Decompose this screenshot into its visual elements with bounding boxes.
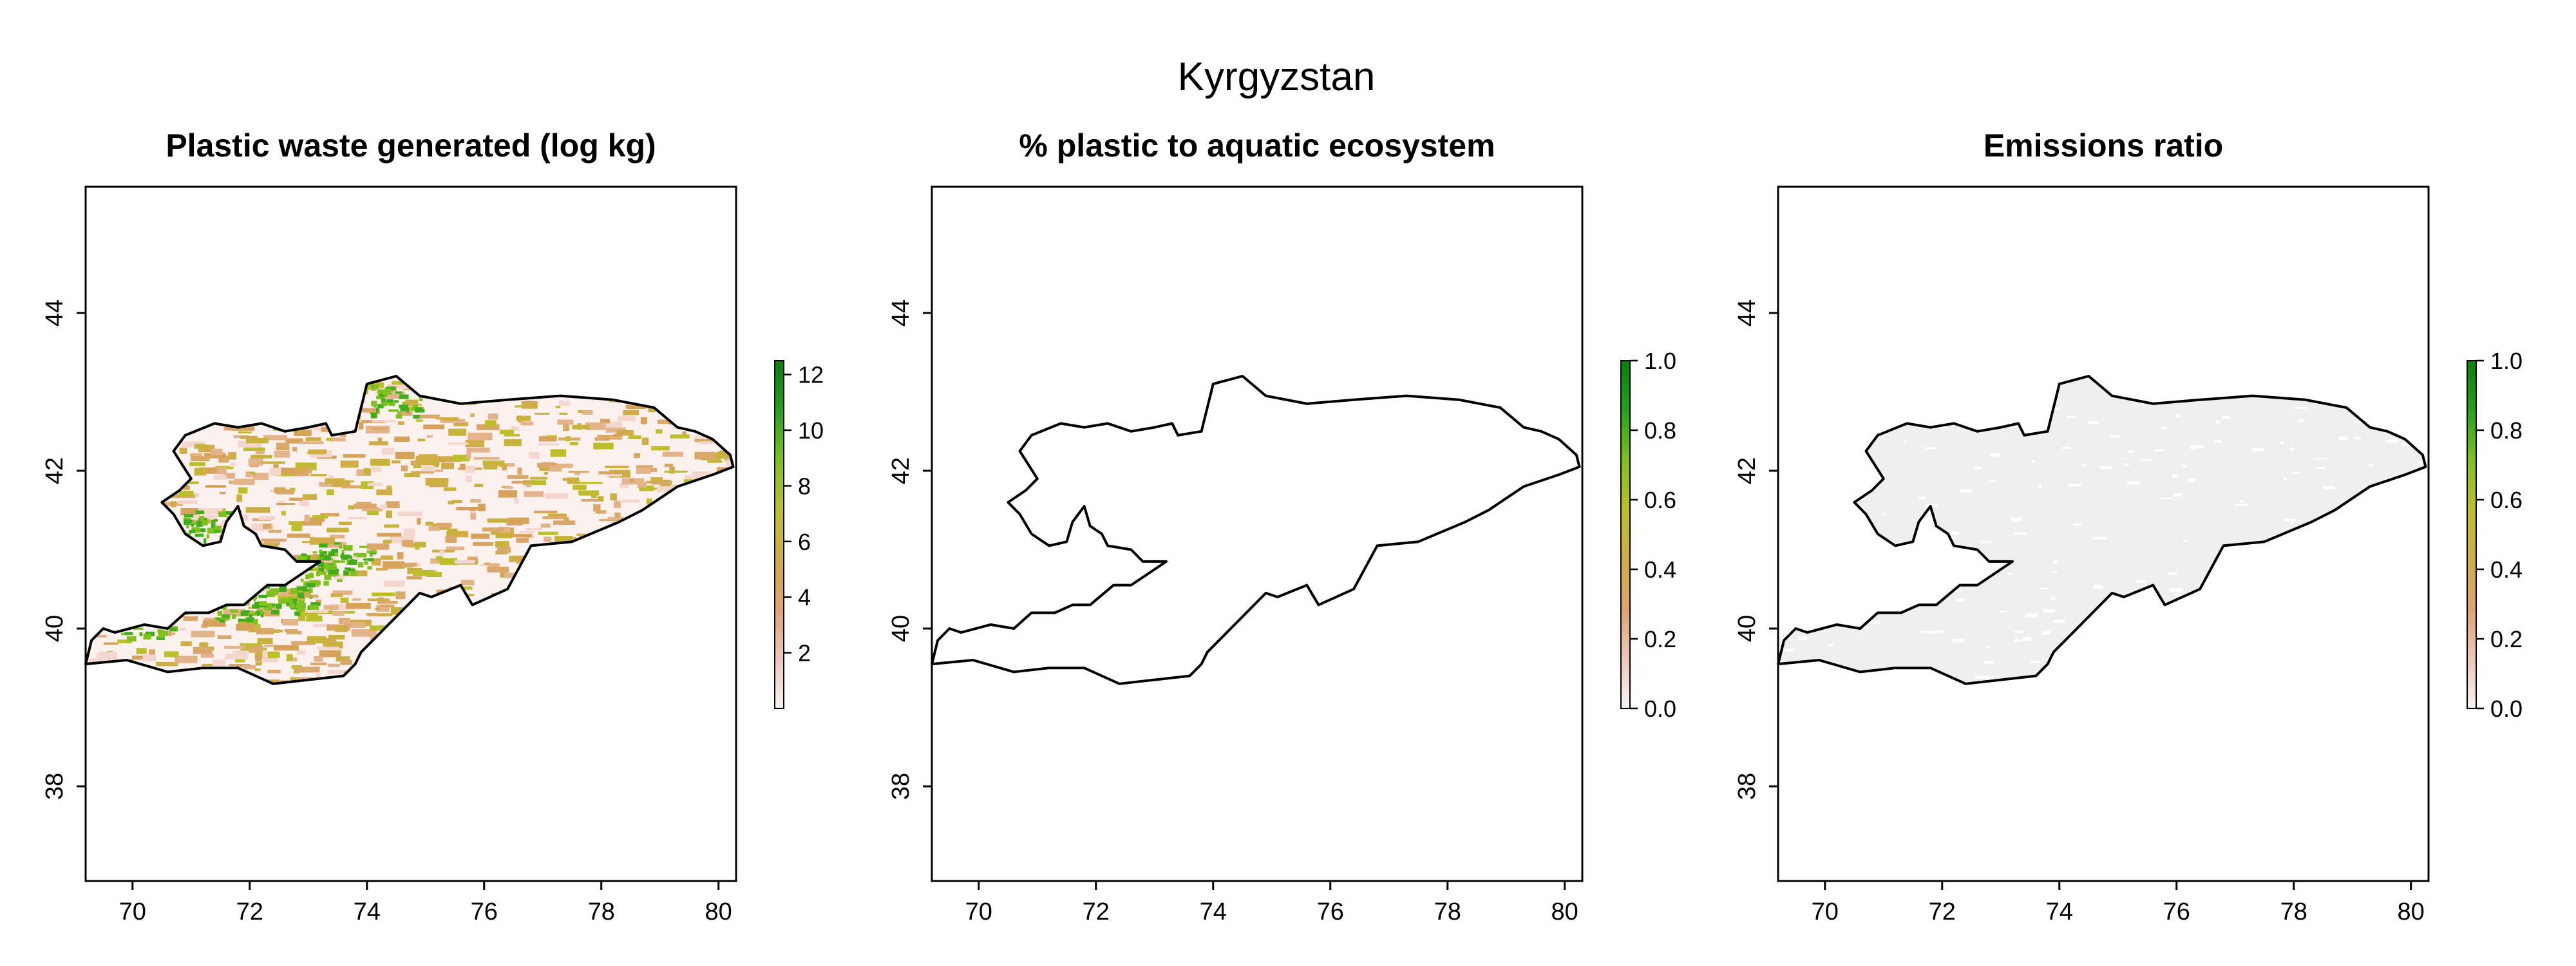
panel-aquatic: % plastic to aquatic ecosystem 70 72 74 76 78… [887,128,1676,925]
plot-frame [84,185,737,882]
legend-tick-label: 12 [798,362,824,388]
y-tick-label: 40 [41,615,68,642]
x-tick-label: 80 [705,898,732,925]
legend-colorbar [774,360,784,709]
legend-tick-label: 0.2 [2490,626,2523,652]
plot-frame [931,185,1584,882]
legend-tick-label: 8 [798,473,811,499]
x-tick-label: 76 [2163,898,2190,925]
x-tick-label: 80 [2398,898,2425,925]
x-tick-label: 76 [471,898,498,925]
legend-tick-label: 0.6 [1644,487,1676,513]
x-tick-label: 70 [965,898,992,925]
y-tick-label: 42 [41,457,68,484]
country-border [84,375,735,685]
legend-tick-label: 0.6 [2490,487,2523,513]
legend-colorbar [2467,360,2477,709]
legend-tick-label: 10 [798,417,824,444]
x-tick-label: 78 [588,898,615,925]
y-tick-label: 38 [41,773,68,800]
y-tick-label: 38 [887,773,914,800]
panel-title: % plastic to aquatic ecosystem [1019,128,1495,164]
legend-tick-label: 0.0 [2490,696,2523,722]
y-tick-label: 44 [887,299,914,327]
x-tick-label: 74 [2046,898,2073,925]
legend-tick-label: 0.4 [2490,556,2523,583]
figure-title: Kyrgyzstan [1178,55,1376,99]
panel-emissions: Emissions ratio 70 72 74 76 78 80 38 40 42 44 0.0 0.… [1734,128,2523,925]
legend-tick-label: 6 [798,529,811,555]
legend-tick-label: 0.8 [2490,417,2523,444]
x-tick-label: 80 [1551,898,1578,925]
legend-colorbar [1620,360,1631,709]
legend-tick-label: 0.8 [1644,417,1676,444]
legend-tick-label: 1.0 [1644,348,1676,374]
y-tick-label: 40 [887,615,914,642]
plot-frame [1777,185,2430,882]
legend-tick-label: 1.0 [2490,348,2523,374]
legend-tick-label: 2 [798,640,811,667]
panel-waste: Plastic waste generated (log kg) 70 72 74 76… [41,128,824,925]
country-border [931,375,1581,685]
y-tick-label: 40 [1734,615,1761,642]
y-tick-label: 42 [887,457,914,484]
y-tick-label: 44 [41,299,68,327]
legend-tick-label: 0.0 [1644,696,1676,722]
x-tick-label: 74 [1200,898,1227,925]
x-tick-label: 70 [1812,898,1839,925]
x-tick-label: 72 [1083,898,1110,925]
x-tick-label: 78 [2280,898,2307,925]
x-tick-label: 72 [1929,898,1956,925]
legend-tick-label: 4 [798,584,811,611]
x-tick-label: 78 [1434,898,1461,925]
x-tick-label: 76 [1317,898,1344,925]
country-border [1777,375,2427,685]
raster-fill [1778,376,2426,684]
x-tick-label: 70 [119,898,146,925]
x-tick-label: 74 [354,898,381,925]
y-tick-label: 38 [1734,773,1761,800]
panel-title: Emissions ratio [1984,128,2223,164]
y-tick-label: 42 [1734,457,1761,484]
legend-tick-label: 0.2 [1644,626,1676,652]
legend-tick-label: 0.4 [1644,556,1676,583]
panel-title: Plastic waste generated (log kg) [166,128,656,164]
y-tick-label: 44 [1734,299,1761,327]
x-tick-label: 72 [236,898,263,925]
